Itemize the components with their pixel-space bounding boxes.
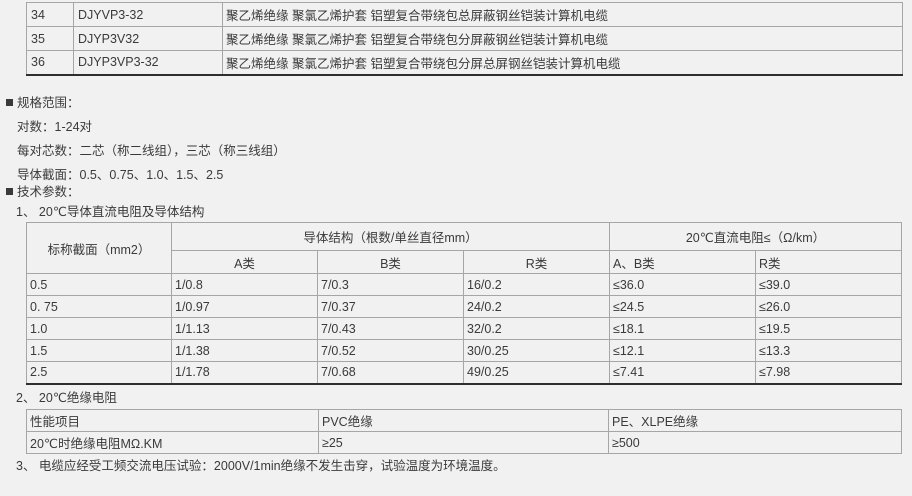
cell: ≥500	[608, 431, 902, 454]
spec-pairs-line: 对数：1-24对	[17, 120, 93, 134]
cell: 1.0	[26, 317, 172, 340]
cell: 7/0.37	[317, 295, 464, 318]
cell: 1/1.78	[171, 361, 318, 384]
cell: 24/0.2	[463, 295, 610, 318]
cell: 7/0.43	[317, 317, 464, 340]
table-row: 0. 75 1/0.97 7/0.37 24/0.2 ≤24.5 ≤26.0	[26, 295, 903, 318]
cell: ≤36.0	[609, 273, 756, 296]
model-desc-cell: 聚乙烯绝缘 聚氯乙烯护套 铝塑复合带绕包分屏蔽钢丝铠装计算机电缆	[222, 26, 903, 51]
table-row: 0.5 1/0.8 7/0.3 16/0.2 ≤36.0 ≤39.0	[26, 273, 903, 296]
tech-params-title-line: 技术参数：	[3, 185, 403, 200]
subheader-ab-class-resistance: A、B类	[609, 250, 756, 274]
header-pvc-insulation: PVC绝缘	[318, 409, 609, 432]
model-desc-cell: 聚乙烯绝缘 聚氯乙烯护套 铝塑复合带绕包分屏总屏钢丝铠装计算机电缆	[222, 50, 903, 75]
spec-range-title: 规格范围：	[17, 96, 80, 110]
cell: ≥25	[318, 431, 609, 454]
cell: 20℃时绝缘电阻MΩ.KM	[26, 431, 319, 454]
header-pe-xlpe-insulation: PE、XLPE绝缘	[608, 409, 902, 432]
tech2-heading: 2、 20℃绝缘电阻	[16, 391, 117, 405]
cell: ≤26.0	[754, 295, 903, 318]
table-row: 36 DJYP3VP3-32 聚乙烯绝缘 聚氯乙烯护套 铝塑复合带绕包分屏总屏钢…	[26, 50, 903, 75]
header-dc-resistance: 20℃直流电阻≤（Ω/km）	[608, 222, 903, 251]
cell: 1/0.8	[171, 273, 318, 296]
table-row: 1.0 1/1.13 7/0.43 32/0.2 ≤18.1 ≤19.5	[26, 317, 903, 340]
header-conductor-structure: 导体结构（根数/单丝直径mm）	[171, 222, 610, 251]
cell: 1/1.38	[171, 339, 318, 362]
cell: ≤19.5	[754, 317, 903, 340]
tech1-heading: 1、 20℃导体直流电阻及导体结构	[16, 205, 205, 219]
insulation-resistance-table: 性能项目 PVC绝缘 PE、XLPE绝缘 20℃时绝缘电阻MΩ.KM ≥25 ≥…	[26, 409, 902, 454]
cell: 0. 75	[26, 295, 172, 318]
spec-range-title-line: 规格范围：	[3, 96, 403, 111]
table-row: 35 DJYP3V32 聚乙烯绝缘 聚氯乙烯护套 铝塑复合带绕包分屏蔽钢丝铠装计…	[26, 26, 903, 51]
model-code-cell: DJYP3V32	[73, 26, 223, 51]
cell: 16/0.2	[463, 273, 610, 296]
subheader-a-class: A类	[171, 250, 318, 274]
cell: 2.5	[26, 361, 172, 384]
cell: ≤13.3	[754, 339, 903, 362]
cell: ≤7.98	[754, 361, 903, 384]
model-desc-cell: 聚乙烯绝缘 聚氯乙烯护套 铝塑复合带绕包总屏蔽钢丝铠装计算机电缆	[222, 2, 903, 27]
cell: ≤18.1	[609, 317, 756, 340]
spec-section-line: 导体截面：0.5、0.75、1.0、1.5、2.5	[17, 168, 224, 182]
cell: 1/0.97	[171, 295, 318, 318]
models-table: 34 DJYVP3-32 聚乙烯绝缘 聚氯乙烯护套 铝塑复合带绕包总屏蔽钢丝铠装…	[26, 2, 903, 76]
bullet-square-icon	[6, 99, 13, 106]
model-no-cell: 35	[26, 26, 74, 51]
cell: 1.5	[26, 339, 172, 362]
table-row: 1.5 1/1.38 7/0.52 30/0.25 ≤12.1 ≤13.3	[26, 339, 903, 362]
cell: ≤12.1	[609, 339, 756, 362]
table-row: 34 DJYVP3-32 聚乙烯绝缘 聚氯乙烯护套 铝塑复合带绕包总屏蔽钢丝铠装…	[26, 2, 903, 27]
table-header-row: 性能项目 PVC绝缘 PE、XLPE绝缘	[26, 409, 902, 432]
cell: 0.5	[26, 273, 172, 296]
cell: 1/1.13	[171, 317, 318, 340]
cell: 49/0.25	[463, 361, 610, 384]
cell: ≤39.0	[754, 273, 903, 296]
table-row: 2.5 1/1.78 7/0.68 49/0.25 ≤7.41 ≤7.98	[26, 361, 903, 384]
subheader-r-class: R类	[463, 250, 610, 274]
model-no-cell: 34	[26, 2, 74, 27]
cell: ≤24.5	[609, 295, 756, 318]
header-cross-section: 标称截面（mm2）	[26, 222, 172, 274]
cell: 30/0.25	[463, 339, 610, 362]
model-no-cell: 36	[26, 50, 74, 75]
header-performance-item: 性能项目	[26, 409, 319, 432]
dc-resistance-table: 标称截面（mm2） 导体结构（根数/单丝直径mm） 20℃直流电阻≤（Ω/km）…	[26, 222, 903, 385]
subheader-b-class: B类	[317, 250, 464, 274]
cell: 7/0.3	[317, 273, 464, 296]
table-subheader-row: A类 B类 R类 A、B类 R类	[27, 250, 903, 274]
tech3-note: 3、 电缆应经受工频交流电压试验：2000V/1min绝缘不发生击穿，试验温度为…	[16, 459, 506, 473]
model-code-cell: DJYP3VP3-32	[73, 50, 223, 75]
cell: ≤7.41	[609, 361, 756, 384]
cell: 7/0.52	[317, 339, 464, 362]
bullet-square-icon	[6, 188, 13, 195]
spec-cores-line: 每对芯数：二芯（称二线组），三芯（称三线组）	[17, 144, 286, 158]
table-header-row: 标称截面（mm2） 导体结构（根数/单丝直径mm） 20℃直流电阻≤（Ω/km）	[26, 222, 903, 274]
model-code-cell: DJYVP3-32	[73, 2, 223, 27]
tech-params-title: 技术参数：	[17, 185, 80, 199]
cell: 32/0.2	[463, 317, 610, 340]
cell: 7/0.68	[317, 361, 464, 384]
subheader-r-class-resistance: R类	[754, 250, 903, 274]
table-row: 20℃时绝缘电阻MΩ.KM ≥25 ≥500	[26, 431, 902, 454]
